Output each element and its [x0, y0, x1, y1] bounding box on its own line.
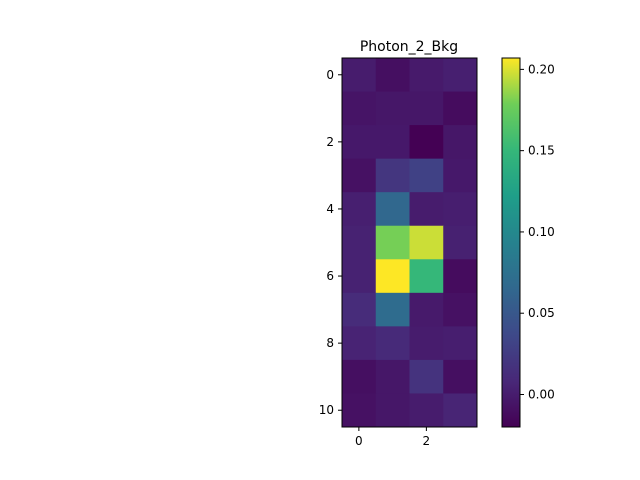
heatmap-cell-r3-c2 [409, 158, 444, 193]
heatmap-cell-r2-c2 [409, 125, 444, 160]
heatmap-cell-r10-c0 [342, 393, 377, 428]
heatmap-cell-r4-c3 [443, 192, 478, 227]
heatmap-cell-r7-c1 [375, 292, 410, 327]
heatmap-cell-r6-c2 [409, 259, 444, 294]
heatmap-cell-r7-c2 [409, 292, 444, 327]
heatmap-cell-r6-c1 [375, 259, 410, 294]
colorbar-tick-label: 0.20 [528, 62, 555, 76]
heatmap-cell-r5-c1 [375, 225, 410, 260]
heatmap-cell-r1-c3 [443, 91, 478, 126]
y-tick-label: 0 [326, 68, 334, 82]
heatmap-cell-r0-c1 [375, 58, 410, 93]
colorbar-tick-label: 0.05 [528, 306, 555, 320]
heatmap-cell-r9-c1 [375, 359, 410, 394]
chart-title: Photon_2_Bkg [360, 39, 458, 55]
heatmap-cell-r6-c0 [342, 259, 377, 294]
colorbar-axis: 0.00 0.05 0.10 0.15 0.20 [520, 62, 555, 401]
heatmap-cell-r3-c0 [342, 158, 377, 193]
y-tick-label: 6 [326, 269, 334, 283]
heatmap-cell-r1-c2 [409, 91, 444, 126]
y-tick-label: 8 [326, 336, 334, 350]
heatmap-cell-r2-c1 [375, 125, 410, 160]
heatmap-cell-r4-c2 [409, 192, 444, 227]
heatmap-cell-r7-c3 [443, 292, 478, 327]
y-axis: 0 2 4 6 8 10 [319, 68, 342, 417]
heatmap-cell-r8-c3 [443, 326, 478, 361]
heatmap-cell-r10-c3 [443, 393, 478, 428]
heatmap-cells [342, 58, 478, 428]
colorbar-tick-label: 0.15 [528, 144, 555, 158]
heatmap-cell-r4-c1 [375, 192, 410, 227]
colorbar [502, 58, 520, 427]
heatmap-cell-r5-c0 [342, 225, 377, 260]
heatmap-cell-r0-c0 [342, 58, 377, 93]
heatmap-cell-r1-c1 [375, 91, 410, 126]
heatmap-cell-r6-c3 [443, 259, 478, 294]
colorbar-frame [501, 57, 521, 428]
heatmap-cell-r3-c3 [443, 158, 478, 193]
heatmap-cell-r9-c0 [342, 359, 377, 394]
x-tick-label: 0 [355, 434, 363, 448]
heatmap-cell-r3-c1 [375, 158, 410, 193]
heatmap-cell-r9-c3 [443, 359, 478, 394]
heatmap-cell-r0-c3 [443, 58, 478, 93]
y-tick-label: 2 [326, 135, 334, 149]
heatmap-cell-r0-c2 [409, 58, 444, 93]
heatmap-cell-r5-c2 [409, 225, 444, 260]
heatmap-cell-r8-c1 [375, 326, 410, 361]
x-tick-label: 2 [423, 434, 431, 448]
heatmap-cell-r7-c0 [342, 292, 377, 327]
heatmap-cell-r5-c3 [443, 225, 478, 260]
heatmap-frame [341, 57, 478, 428]
heatmap-cell-r4-c0 [342, 192, 377, 227]
heatmap-cell-r8-c0 [342, 326, 377, 361]
heatmap-cell-r2-c3 [443, 125, 478, 160]
colorbar-tick-label: 0.00 [528, 387, 555, 401]
heatmap-cell-r10-c2 [409, 393, 444, 428]
heatmap-cell-r9-c2 [409, 359, 444, 394]
heatmap-cell-r1-c0 [342, 91, 377, 126]
y-tick-label: 10 [319, 403, 334, 417]
heatmap-cell-r8-c2 [409, 326, 444, 361]
y-tick-label: 4 [326, 202, 334, 216]
heatmap-cell-r2-c0 [342, 125, 377, 160]
heatmap-cell-r10-c1 [375, 393, 410, 428]
colorbar-tick-label: 0.10 [528, 225, 555, 239]
